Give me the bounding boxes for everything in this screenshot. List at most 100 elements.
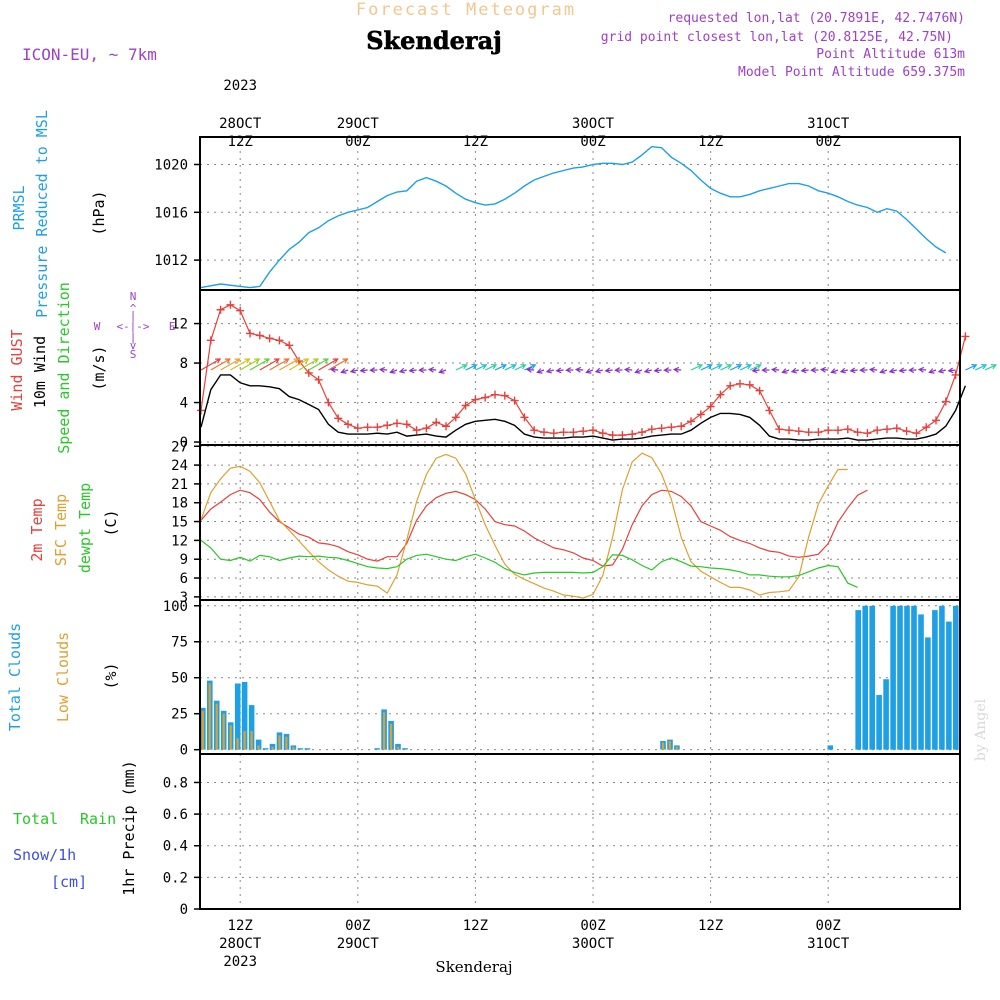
wind-direction-arrow [210,358,231,371]
y-tick-label: 12 [171,317,188,333]
wind-direction-arrow [643,367,652,374]
compass-s: S [130,348,137,361]
top-time-label: 00Z [580,134,605,150]
wind-direction-arrow [653,367,662,374]
compass-e: E [169,320,176,333]
gust-marker [451,413,460,422]
dewpt-line [200,539,858,588]
bottom-time-label: 30OCT [572,936,615,952]
total-cloud-bar [304,748,311,750]
wind-direction-arrow [974,364,988,371]
gust-marker [393,419,401,428]
gust-marker [755,386,764,395]
wind-line [200,374,967,441]
wind-direction-arrow [329,366,339,373]
top-time-label: 12Z [698,134,723,150]
y-tick-label: 1020 [154,157,188,173]
total-cloud-bar [932,610,938,750]
wind-direction-arrow [729,364,743,371]
y-tick-label: 8 [180,356,188,372]
total-rain-label-2: Rain [80,810,116,828]
gust-marker [863,429,872,438]
gust-marker [246,329,254,338]
total-cloud-bar [255,739,262,750]
y-tick-label: 0 [180,435,188,451]
wind-direction-arrow [868,366,878,373]
wind-direction-arrow [614,367,623,374]
top-time-label: 30OCT [572,116,615,132]
wind-direction-arrow [574,366,584,373]
y-tick-label: 50 [171,671,188,687]
y-tick-label: 6 [180,571,188,587]
low-cloud-bar [271,746,274,750]
wind-direction-arrow [200,358,222,371]
gust-marker [794,427,803,436]
bottom-time-label: 00Z [580,918,605,934]
total-cloud-bar [918,614,924,750]
gust-marker [461,401,470,410]
temp-2m-line [200,489,868,567]
wind-direction-arrow [514,364,527,371]
gust-marker [285,341,294,350]
pressure-label-2: Pressure Reduced to MSL [33,110,51,318]
total-cloud-bar [234,683,241,750]
low-cloud-bar [257,745,260,750]
sfc-temp-label: SFC Temp [52,494,70,566]
gust-marker [696,410,705,419]
wind-direction-arrow [819,366,829,373]
wind-direction-arrow [494,364,508,371]
wind-direction-arrow [781,368,790,374]
y-tick-label: 27 [171,439,188,455]
wind-direction-arrow [623,366,633,373]
wind-direction-arrow [594,367,603,374]
wind-direction-arrow [484,364,498,371]
gust-marker [843,425,852,434]
panel-frame-precip [199,753,961,910]
panel-frame-pressure [199,136,961,291]
snow-label: Snow/1h [13,846,76,864]
wind-direction-arrow [839,367,848,374]
svg-text:^: ^ [130,302,137,315]
gust-marker [383,421,392,430]
wind-direction-arrow [751,367,760,374]
wind-direction-arrow [937,367,946,374]
gust-marker [520,413,529,422]
svg-text:|: | [130,331,137,344]
wind-direction-arrow [663,367,672,374]
gust-marker [549,429,558,438]
low-cloud-bar [201,710,204,750]
wind-direction-arrow [672,366,682,373]
gust-marker [226,300,235,309]
wind-direction-arrow [947,367,956,374]
svg-text:<-|->: <-|-> [116,320,149,333]
svg-text:v: v [130,339,137,352]
wind-direction-arrow [269,358,290,371]
wind-direction-arrow [965,364,978,371]
gust-marker [892,424,901,433]
model-label: ICON-EU, ~ 7km [22,45,157,64]
top-time-label: 00Z [345,134,370,150]
low-cloud-bar [243,731,246,750]
wind-direction-arrow [761,367,770,374]
wind-direction-arrow [908,367,917,374]
gust-marker [647,425,656,434]
gust-marker [951,370,960,379]
total-cloud-bar [855,610,861,750]
wind-direction-arrow [259,358,280,371]
gust-marker [657,424,666,433]
gust-marker [363,423,372,432]
gust-marker [677,422,686,431]
gust-marker [834,426,842,435]
wind-direction-label: Speed and Direction [55,282,73,454]
meteogram-title: Forecast Meteogram [356,0,576,20]
temp-unit: (C) [102,509,120,536]
gust-marker [745,380,754,389]
wind-direction-arrow [810,367,819,374]
pressure-line [200,145,947,289]
total-cloud-bar [869,605,875,750]
y-tick-label: 0.2 [163,870,188,886]
y-tick-label: 21 [171,477,188,493]
wind-direction-arrow [230,358,251,371]
total-cloud-bar [897,605,903,750]
